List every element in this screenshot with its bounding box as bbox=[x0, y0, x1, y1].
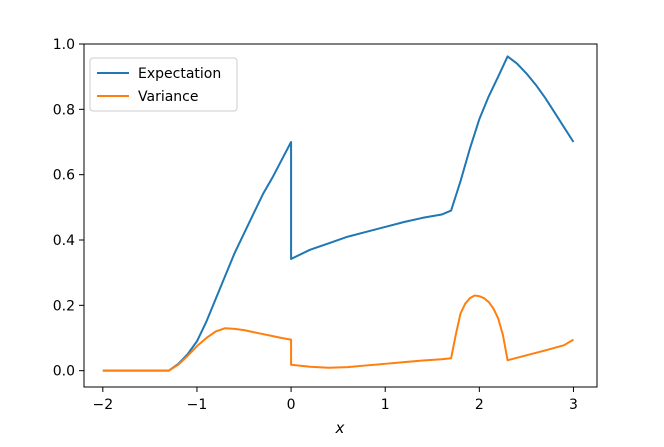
legend: Expectation Variance bbox=[89, 57, 238, 112]
x-tick-label: 2 bbox=[475, 397, 484, 413]
series-line-expectation bbox=[102, 55, 575, 372]
plot-frame bbox=[83, 43, 598, 388]
x-tick-label: −1 bbox=[187, 397, 208, 413]
y-tick-label: 0.2 bbox=[53, 298, 75, 314]
y-tick-label: 0.8 bbox=[53, 102, 75, 118]
y-tick-label: 0.4 bbox=[53, 233, 75, 249]
legend-label-expectation: Expectation bbox=[138, 66, 221, 82]
y-tick-label: 0.6 bbox=[53, 168, 75, 184]
x-axis-ticks: −2 −1 0 1 2 3 bbox=[93, 387, 578, 413]
x-tick-label: 1 bbox=[381, 397, 390, 413]
series-line-variance bbox=[102, 294, 574, 372]
x-tick-label: 3 bbox=[569, 397, 578, 413]
y-tick-label: 0.0 bbox=[53, 364, 75, 380]
legend-box bbox=[89, 57, 238, 112]
legend-label-variance: Variance bbox=[138, 89, 198, 105]
series-layer bbox=[102, 55, 575, 372]
x-axis-label: x bbox=[335, 419, 345, 437]
x-tick-label: 0 bbox=[287, 397, 296, 413]
y-tick-label: 1.0 bbox=[53, 37, 75, 53]
x-tick-label: −2 bbox=[93, 397, 114, 413]
y-axis-ticks: 0.0 0.2 0.4 0.6 0.8 1.0 bbox=[53, 37, 84, 380]
